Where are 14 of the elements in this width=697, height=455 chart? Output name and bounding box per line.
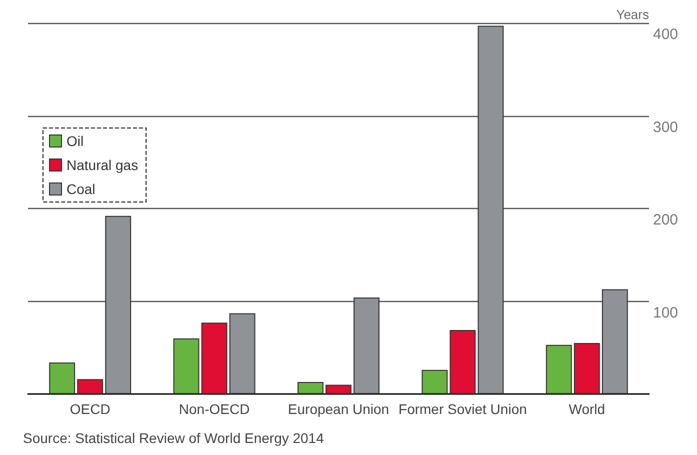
legend-label: Oil — [66, 133, 84, 149]
y-tick-label: 400 — [653, 26, 678, 43]
legend-label: Natural gas — [66, 157, 138, 173]
x-tick-label: Former Soviet Union — [398, 401, 527, 417]
y-tick-label: 300 — [653, 118, 678, 136]
y-axis-title: Years — [616, 7, 650, 22]
source-note: Source: Statistical Review of World Energy 2014 — [23, 430, 324, 446]
x-tick-label: OECD — [70, 401, 110, 417]
legend-label: Coal — [66, 181, 96, 197]
x-tick-label: World — [568, 401, 606, 417]
x-tick-label: Non-OECD — [178, 401, 250, 417]
y-tick-label: 200 — [653, 212, 678, 228]
y-tick-label: 100 — [653, 304, 678, 322]
x-tick-label: European Union — [288, 401, 390, 417]
